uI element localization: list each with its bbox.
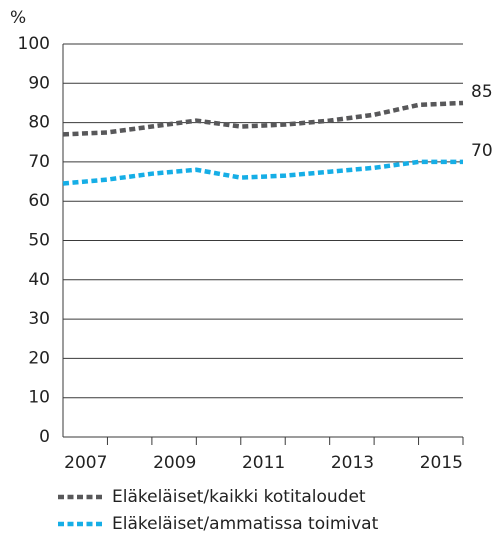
y-tick-label: 20 [28,348,50,368]
series-line [62,100,464,137]
y-tick-label: 90 [28,73,50,93]
data-label: 70 [471,141,493,161]
y-tick-label: 100 [18,34,50,54]
x-tick-label: 2007 [64,453,107,473]
y-axis-label: % [10,8,26,28]
legend-label: Eläkeläiset/kaikki kotitaloudet [112,487,366,507]
y-tick-label: 30 [28,309,50,329]
legend-label: Eläkeläiset/ammatissa toimivat [112,514,379,534]
y-tick-label: 70 [28,152,50,172]
y-tick-label: 50 [28,231,50,251]
y-tick-label: 60 [28,191,50,211]
y-tick-label: 40 [28,270,50,290]
y-tick-label: 0 [39,427,50,447]
x-tick-label: 2013 [331,453,374,473]
x-tick-label: 2009 [153,453,196,473]
x-tick-label: 2015 [420,453,463,473]
y-tick-label: 80 [28,113,50,133]
x-tick-label: 2011 [242,453,285,473]
series-line [62,159,463,186]
y-tick-label: 10 [28,388,50,408]
data-label: 85 [471,82,493,102]
